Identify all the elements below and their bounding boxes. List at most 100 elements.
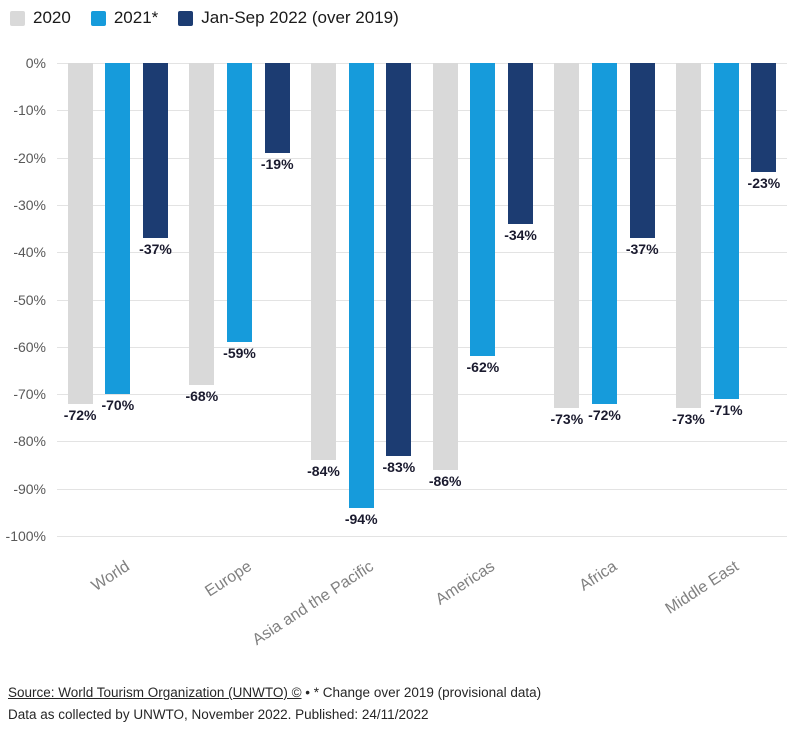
bar-groups: -72% -70% -37% -68% -59% -19% -84% -94% -83% -86%… (57, 63, 787, 536)
bar-column: -34% (504, 63, 537, 536)
y-axis-tick-label: -100% (5, 528, 46, 544)
bar-2020-africa[interactable] (554, 63, 580, 409)
bar-2020-world[interactable] (67, 63, 93, 404)
y-axis-tick-label: -50% (13, 291, 46, 308)
bar-value-label: -62% (466, 359, 500, 376)
x-axis-cell: Middle East (662, 542, 787, 667)
legend-swatch (10, 10, 25, 26)
legend-item-jan-sep-2022-over-2019[interactable]: Jan-Sep 2022 (over 2019) (178, 8, 399, 28)
bar-column: -94% (345, 63, 378, 536)
bar-group-americas: -86% -62% -34% (422, 63, 544, 536)
bar-column: -37% (139, 63, 172, 536)
y-axis-tick-label: -10% (13, 102, 46, 119)
bar-column: -73% (550, 63, 583, 536)
bar-jan-sep-2022-over-2019-europe[interactable] (264, 63, 290, 153)
x-axis-label-americas: Americas (433, 558, 499, 609)
bar-value-label: -94% (344, 510, 378, 527)
bar-2020-europe[interactable] (189, 63, 215, 385)
bar-2021-africa[interactable] (592, 63, 618, 404)
legend: 2020 2021* Jan-Sep 2022 (over 2019) (10, 8, 399, 28)
bar-column: -37% (626, 63, 659, 536)
bar-group-asia-and-the-pacific: -84% -94% -83% (300, 63, 422, 536)
gridline (57, 346, 787, 348)
bar-2021-americas[interactable] (470, 63, 496, 357)
gridline (57, 536, 787, 537)
gridline (57, 488, 787, 490)
footer-line2: Data as collected by UNWTO, November 202… (8, 707, 429, 723)
bar-value-label: -37% (625, 241, 659, 257)
x-axis-cell: Africa (544, 542, 666, 667)
bar-value-label: -86% (428, 472, 462, 489)
bar-2021-middle-east[interactable] (713, 63, 739, 399)
bar-group-world: -72% -70% -37% (57, 63, 179, 536)
y-axis-tick-label: -40% (13, 244, 46, 261)
y-axis-tick-label: -20% (13, 149, 46, 166)
legend-label: 2021* (113, 8, 159, 27)
bar-column: -86% (429, 63, 462, 536)
plot-area: -72% -70% -37% -68% -59% -19% -84% -94% -83% -86%… (57, 63, 787, 537)
gridline (57, 441, 787, 443)
bar-value-label: -68% (185, 387, 219, 404)
x-axis-cell: Europe (179, 542, 301, 667)
bar-column: -72% (63, 63, 97, 536)
legend-swatch (90, 10, 106, 26)
bar-value-label: -72% (588, 406, 621, 423)
bar-value-label: -71% (709, 401, 743, 418)
legend-label: 2020 (33, 8, 71, 27)
bar-2021-europe[interactable] (227, 63, 252, 343)
x-axis-labels: World Europe Asia and the Pacific Americas A… (57, 542, 787, 667)
y-axis-tick-label: -70% (13, 386, 46, 403)
y-axis-tick-label: -30% (13, 196, 46, 213)
x-axis-label-middle-east: Middle East (662, 558, 742, 618)
bar-jan-sep-2022-over-2019-world[interactable] (143, 63, 169, 238)
bar-jan-sep-2022-over-2019-middle-east[interactable] (751, 63, 777, 172)
x-axis-label-world: World (89, 558, 134, 595)
x-axis-label-europe: Europe (202, 558, 255, 601)
bar-value-label: -73% (672, 411, 705, 428)
bar-value-label: -19% (260, 155, 294, 172)
y-axis-tick-label: -60% (13, 338, 46, 355)
bar-value-label: -73% (550, 411, 584, 428)
x-axis-cell: Asia and the Pacific (249, 542, 422, 667)
legend-swatch (178, 10, 194, 26)
x-axis-label-africa: Africa (576, 558, 620, 595)
gridline (57, 204, 787, 206)
bar-value-label: -59% (223, 345, 256, 362)
bar-value-label: -84% (307, 463, 340, 480)
bar-2020-middle-east[interactable] (676, 63, 701, 409)
footer: Source: World Tourism Organization (UNWT… (8, 682, 541, 727)
bar-column: -73% (672, 63, 705, 536)
y-axis: 0% -10% -20% -30% -40% -50% -60% -70% -80% -90% -1… (0, 55, 52, 544)
bar-value-label: -83% (382, 458, 416, 475)
y-axis-tick-label: 0% (25, 55, 46, 71)
legend-item-2021[interactable]: 2021* (90, 8, 159, 28)
bar-jan-sep-2022-over-2019-americas[interactable] (508, 63, 534, 224)
gridline (57, 299, 787, 301)
gridline (57, 157, 787, 159)
bar-column: -70% (101, 63, 134, 536)
bar-group-europe: -68% -59% -19% (179, 63, 301, 536)
legend-item-2020[interactable]: 2020 (10, 8, 71, 28)
bar-2020-asia-and-the-pacific[interactable] (310, 63, 336, 461)
bar-jan-sep-2022-over-2019-asia-and-the-pacific[interactable] (386, 63, 412, 456)
bar-column: -23% (748, 63, 780, 536)
bar-2021-asia-and-the-pacific[interactable] (348, 63, 374, 508)
legend-label: Jan-Sep 2022 (over 2019) (201, 8, 399, 27)
bar-jan-sep-2022-over-2019-africa[interactable] (629, 63, 655, 238)
source-link[interactable]: Source: World Tourism Organization (UNWT… (8, 685, 302, 700)
bar-column: -72% (588, 63, 621, 536)
bar-2021-world[interactable] (105, 63, 131, 395)
bar-column: -84% (307, 63, 340, 536)
bar-column: -59% (223, 63, 256, 536)
gridline (57, 394, 787, 396)
bar-column: -83% (382, 63, 416, 536)
bar-column: -71% (710, 63, 743, 536)
y-axis-tick-label: -80% (13, 433, 46, 450)
bar-2020-americas[interactable] (432, 63, 458, 470)
footer-line1: Source: World Tourism Organization (UNWT… (8, 682, 541, 704)
bar-value-label: -70% (101, 397, 135, 414)
gridline (57, 63, 787, 64)
bar-value-label: -72% (63, 406, 97, 423)
bar-column: -62% (466, 63, 500, 536)
